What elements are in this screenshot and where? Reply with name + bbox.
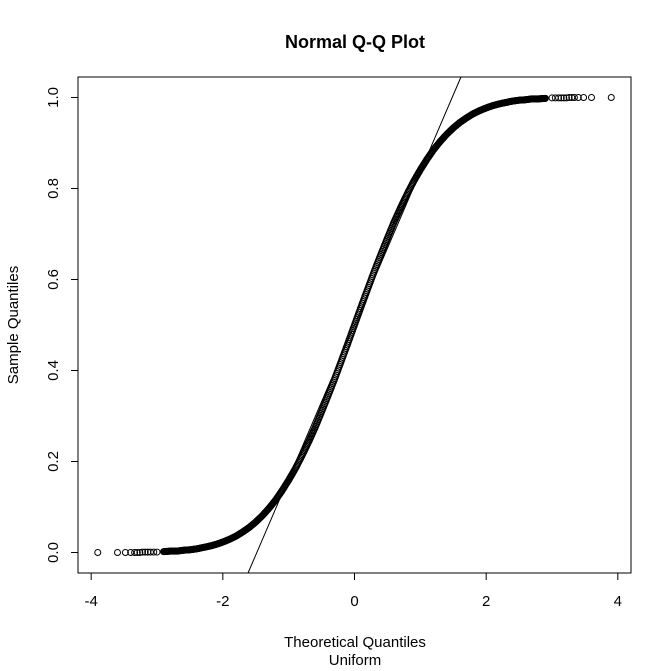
x-tick-label: -2 (216, 593, 229, 610)
data-point (150, 548, 158, 556)
data-point (541, 94, 549, 102)
data-point (121, 549, 129, 557)
y-tick-label: 0.0 (45, 542, 62, 563)
data-point (565, 93, 573, 101)
data-point (607, 93, 615, 101)
data-point (548, 94, 556, 102)
x-tick-label: -4 (84, 593, 97, 610)
y-tick-label: 0.4 (45, 360, 62, 381)
data-point (114, 549, 121, 557)
x-axis: -4 -2 0 2 4 (84, 572, 622, 610)
y-tick-label: 0.8 (45, 178, 62, 199)
data-point (570, 93, 578, 101)
data-point (139, 548, 147, 556)
x-axis-sublabel: Uniform (329, 652, 382, 669)
data-point (136, 549, 144, 557)
reference-line-group (247, 76, 462, 574)
data-point (568, 93, 576, 101)
data-point (557, 94, 565, 102)
data-point (133, 549, 141, 557)
data-points (94, 93, 615, 557)
y-tick-label: 0.2 (45, 451, 62, 472)
y-tick-label: 0.6 (45, 269, 62, 290)
chart-title: Normal Q-Q Plot (285, 32, 425, 52)
data-point (127, 549, 135, 557)
data-point (146, 548, 154, 556)
data-point (574, 93, 582, 101)
data-point (555, 94, 563, 102)
x-axis-label: Theoretical Quantiles (284, 634, 426, 651)
x-tick-label: 4 (614, 593, 622, 610)
y-tick-label: 1.0 (45, 87, 62, 108)
x-tick-label: 0 (350, 593, 358, 610)
x-tick-label: 2 (482, 593, 490, 610)
data-point (141, 548, 149, 556)
y-axis: 0.0 0.2 0.4 0.6 0.8 1.0 (45, 87, 79, 563)
data-point (580, 93, 588, 101)
data-point (131, 549, 139, 557)
data-point (560, 94, 568, 102)
data-point (588, 93, 595, 101)
y-axis-label: Sample Quantiles (5, 266, 22, 384)
data-point (94, 549, 102, 557)
reference-line (247, 76, 462, 574)
data-point (562, 94, 570, 102)
data-point (153, 548, 161, 556)
